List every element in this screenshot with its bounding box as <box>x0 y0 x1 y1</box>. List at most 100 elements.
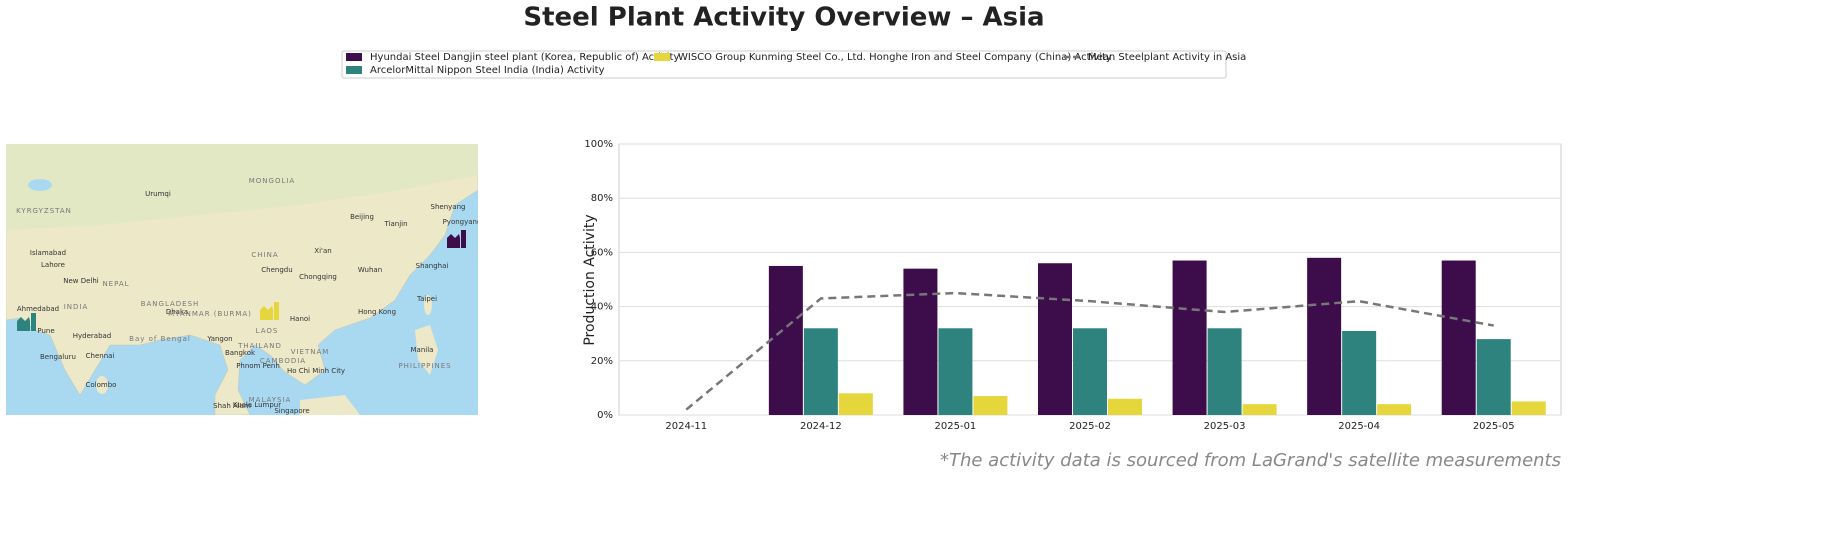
map-label: BANGLADESH <box>141 300 200 308</box>
bar <box>1073 328 1107 415</box>
map-label: Hyderabad <box>73 332 112 340</box>
x-tick-label: 2025-05 <box>1473 421 1515 432</box>
legend-marker <box>346 66 362 74</box>
map-label: Manila <box>411 346 434 354</box>
mean-line <box>685 291 1494 411</box>
y-tick-label: 0% <box>597 410 613 421</box>
plant-icon <box>17 321 30 331</box>
bar <box>1207 328 1242 415</box>
plant-icon <box>260 306 273 310</box>
bar <box>973 396 1008 415</box>
map-label: Tianjin <box>383 220 407 228</box>
bar <box>1307 257 1342 415</box>
map-label: Beijing <box>350 213 374 221</box>
map-label: Pyongyang <box>443 218 482 226</box>
plant-icon <box>461 230 466 248</box>
map-label: MYANMAR (BURMA) <box>168 310 252 318</box>
map-label: Chongqing <box>299 273 337 281</box>
bar <box>1342 330 1377 415</box>
map-label: Chengdu <box>261 266 292 274</box>
map-label: Dhaka <box>166 308 188 316</box>
map-label: Islamabad <box>30 249 66 257</box>
map-label: Singapore <box>274 407 309 415</box>
bar <box>1108 398 1142 415</box>
y-tick-label: 60% <box>591 247 613 258</box>
map-label: Shah Alam <box>213 402 251 410</box>
x-tick-label: 2025-01 <box>935 421 977 432</box>
x-tick-label: 2025-02 <box>1069 421 1111 432</box>
plant-icon <box>274 302 279 320</box>
bar <box>1476 339 1511 415</box>
map-label: CHINA <box>251 251 278 259</box>
bar <box>1038 263 1072 415</box>
bar <box>1511 401 1546 415</box>
map-label: Hanoi <box>290 315 310 323</box>
y-tick-label: 100% <box>584 139 613 150</box>
bar <box>1242 404 1277 415</box>
map-label: Pune <box>37 327 54 335</box>
legend-label: Hyundai Steel Dangjin steel plant (Korea… <box>370 52 679 63</box>
bar <box>903 268 938 415</box>
plant-icon <box>447 238 460 248</box>
land-shade <box>6 144 478 230</box>
map-label: Chennai <box>86 352 115 360</box>
island <box>96 376 108 394</box>
footnote: *The activity data is sourced from LaGra… <box>940 450 1561 471</box>
map-label: Bengaluru <box>40 353 76 361</box>
map-label: MONGOLIA <box>249 177 295 185</box>
map-label: VIETNAM <box>291 348 330 356</box>
plant-icon <box>260 310 273 320</box>
map-label: KYRGYZSTAN <box>16 207 72 215</box>
map-label: Phnom Penh <box>236 362 280 370</box>
plant-icon <box>31 313 36 331</box>
map-label: Lahore <box>41 261 65 269</box>
map-label: PHILIPPINES <box>398 362 451 370</box>
island <box>424 295 432 315</box>
map-label: INDIA <box>64 303 89 311</box>
map-label: Wuhan <box>358 266 382 274</box>
plant-icon <box>447 234 460 238</box>
bar <box>768 265 803 415</box>
legend-label: Mean Steelplant Activity in Asia <box>1088 52 1246 63</box>
map-label: Hong Kong <box>358 308 396 316</box>
map-label: Bay of Bengal <box>129 335 191 343</box>
bar <box>1172 260 1207 415</box>
map-label: Urumqi <box>145 190 171 198</box>
map-label: Ho Chi Minh City <box>287 367 345 375</box>
x-tick-label: 2025-03 <box>1204 421 1246 432</box>
map-label: New Delhi <box>63 277 99 285</box>
bar <box>803 328 838 415</box>
legend-label: WISCO Group Kunming Steel Co., Ltd. Hong… <box>678 52 1112 63</box>
chart-title: Steel Plant Activity Overview – Asia <box>523 3 1044 33</box>
map: MONGOLIA CHINA Beijing Tianjin Shenyang Pyong… <box>6 144 482 415</box>
bar <box>938 328 973 415</box>
x-tick-label: 2024-12 <box>800 421 842 432</box>
bar <box>838 393 873 415</box>
island <box>300 395 360 415</box>
map-label: Taipei <box>416 295 437 303</box>
map-label: CAMBODIA <box>260 357 306 365</box>
map-label: Ahmedabad <box>17 305 59 313</box>
lake <box>28 179 52 191</box>
legend-marker <box>654 53 670 61</box>
map-label: Colombo <box>86 381 117 389</box>
map-label: NEPAL <box>102 280 129 288</box>
map-label: THAILAND <box>237 342 282 350</box>
map-label: Shenyang <box>431 203 466 211</box>
legend-label: ArcelorMittal Nippon Steel India (India)… <box>370 65 605 76</box>
x-tick-label: 2025-04 <box>1338 421 1380 432</box>
legend-marker <box>346 53 362 61</box>
y-tick-label: 80% <box>591 193 613 204</box>
bar <box>1441 260 1476 415</box>
y-axis-label: Production Activity <box>582 214 598 345</box>
plant-icon <box>17 317 30 321</box>
map-label: Shanghai <box>416 262 449 270</box>
bar <box>1377 404 1412 415</box>
map-label: Kuala Lumpur <box>233 401 281 409</box>
legend-box <box>341 50 1227 79</box>
y-tick-label: 20% <box>591 356 613 367</box>
map-label: MALAYSIA <box>249 396 292 404</box>
x-tick-label: 2024-11 <box>665 421 707 432</box>
island <box>415 325 438 375</box>
